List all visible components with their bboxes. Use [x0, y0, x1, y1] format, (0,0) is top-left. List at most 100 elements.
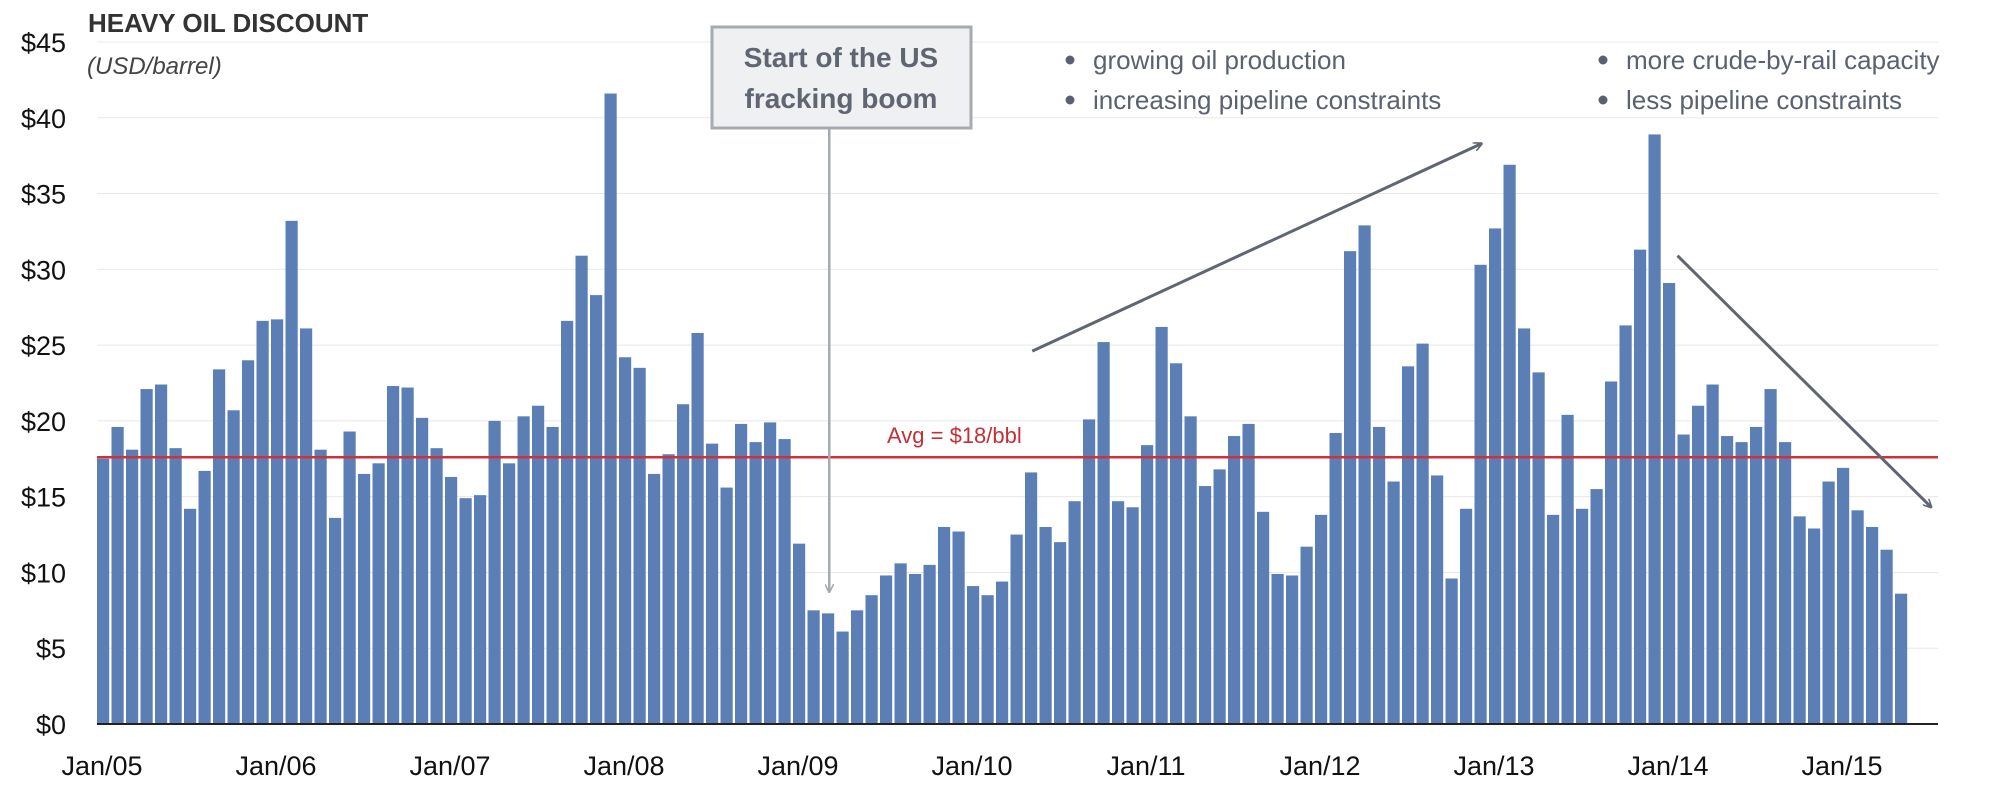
bar: [1112, 501, 1125, 724]
bar: [807, 610, 820, 724]
fracking-boom-callout: Start of the US fracking boom: [710, 25, 973, 592]
bar: [1735, 442, 1748, 724]
bar: [1387, 481, 1400, 724]
bar: [1141, 445, 1154, 724]
bar: [590, 295, 603, 724]
legend-right: more crude-by-rail capacity less pipelin…: [1598, 45, 1940, 115]
callout-line-2: fracking boom: [745, 83, 938, 114]
callout-line-1: Start of the US: [744, 42, 938, 73]
bar: [1329, 433, 1342, 724]
bar: [1068, 501, 1081, 724]
bar: [1619, 325, 1632, 724]
bar: [1474, 264, 1487, 724]
bar: [1416, 343, 1429, 724]
bar: [97, 458, 110, 724]
bar: [909, 573, 922, 724]
bar: [227, 410, 240, 724]
bar: [256, 320, 269, 724]
y-tick-label: $15: [21, 483, 66, 513]
bar: [1779, 442, 1792, 724]
legend-item-increasing-pipeline-constraints: increasing pipeline constraints: [1093, 85, 1441, 115]
bar: [1721, 436, 1734, 724]
bar: [343, 431, 356, 724]
legend-item-more-crude-by-rail-capacity: more crude-by-rail capacity: [1626, 45, 1940, 75]
bar: [1590, 489, 1603, 724]
bar: [1170, 363, 1183, 724]
bar: [1213, 469, 1226, 724]
x-tick-label: Jan/14: [1627, 751, 1708, 781]
bar: [1808, 528, 1821, 724]
bar: [1764, 389, 1777, 724]
bar-series: [97, 93, 1908, 724]
bar: [778, 439, 791, 724]
bar: [1286, 575, 1299, 724]
bar: [387, 386, 400, 724]
bar: [1083, 419, 1096, 724]
legend-item-less-pipeline-constraints: less pipeline constraints: [1626, 85, 1902, 115]
bar: [865, 595, 878, 724]
bar: [1010, 534, 1023, 724]
bar: [561, 320, 574, 724]
bar: [1358, 225, 1371, 724]
bar: [488, 420, 501, 724]
x-tick-label: Jan/06: [235, 751, 316, 781]
bar: [764, 422, 777, 724]
bar: [880, 575, 893, 724]
bar: [1402, 366, 1415, 724]
bar: [604, 93, 617, 724]
bar: [1025, 472, 1038, 724]
x-tick-label: Jan/08: [583, 751, 664, 781]
bar: [938, 526, 951, 724]
y-tick-label: $45: [21, 28, 66, 58]
average-line-label: Avg = $18/bbl: [887, 423, 1022, 448]
bar: [1547, 514, 1560, 724]
y-axis-ticks: $0 $5 $10 $15 $20 $25 $30 $35 $40 $45: [21, 28, 66, 740]
bar: [720, 487, 733, 724]
x-tick-label: Jan/07: [409, 751, 490, 781]
bar: [952, 531, 965, 724]
x-tick-label: Jan/05: [61, 751, 142, 781]
bar: [1431, 475, 1444, 724]
legend-bullet: [1598, 95, 1608, 105]
bar: [1228, 436, 1241, 724]
bar: [1561, 414, 1574, 724]
bar: [1155, 326, 1168, 724]
x-tick-label: Jan/12: [1279, 751, 1360, 781]
bar: [633, 367, 646, 724]
bar: [140, 389, 153, 724]
bar: [1184, 416, 1197, 724]
bar: [155, 384, 168, 724]
bar: [1692, 405, 1705, 724]
bar: [474, 495, 487, 724]
bar: [735, 423, 748, 724]
bar: [691, 332, 704, 724]
bar: [1039, 526, 1052, 724]
bar: [1663, 282, 1676, 724]
bar: [648, 473, 661, 724]
bar: [1097, 342, 1110, 724]
callout-box: [710, 25, 973, 130]
bar: [1373, 426, 1386, 724]
bar: [575, 255, 588, 724]
y-tick-label: $20: [21, 407, 66, 437]
bar: [271, 319, 284, 724]
x-tick-label: Jan/15: [1801, 751, 1882, 781]
bar: [1532, 372, 1545, 724]
y-tick-label: $0: [36, 710, 66, 740]
legend-bullet: [1598, 55, 1608, 65]
bar: [1518, 328, 1531, 724]
y-tick-label: $30: [21, 255, 66, 285]
bar: [1793, 516, 1806, 724]
bar: [285, 220, 298, 724]
bar: [1315, 514, 1328, 724]
y-tick-label: $40: [21, 104, 66, 134]
bar: [1271, 573, 1284, 724]
legend-item-growing-oil-production: growing oil production: [1093, 45, 1346, 75]
bar: [329, 517, 342, 724]
bar: [996, 581, 1009, 724]
bar: [459, 498, 472, 724]
y-tick-label: $25: [21, 331, 66, 361]
bar: [1576, 508, 1589, 724]
bar: [822, 613, 835, 724]
